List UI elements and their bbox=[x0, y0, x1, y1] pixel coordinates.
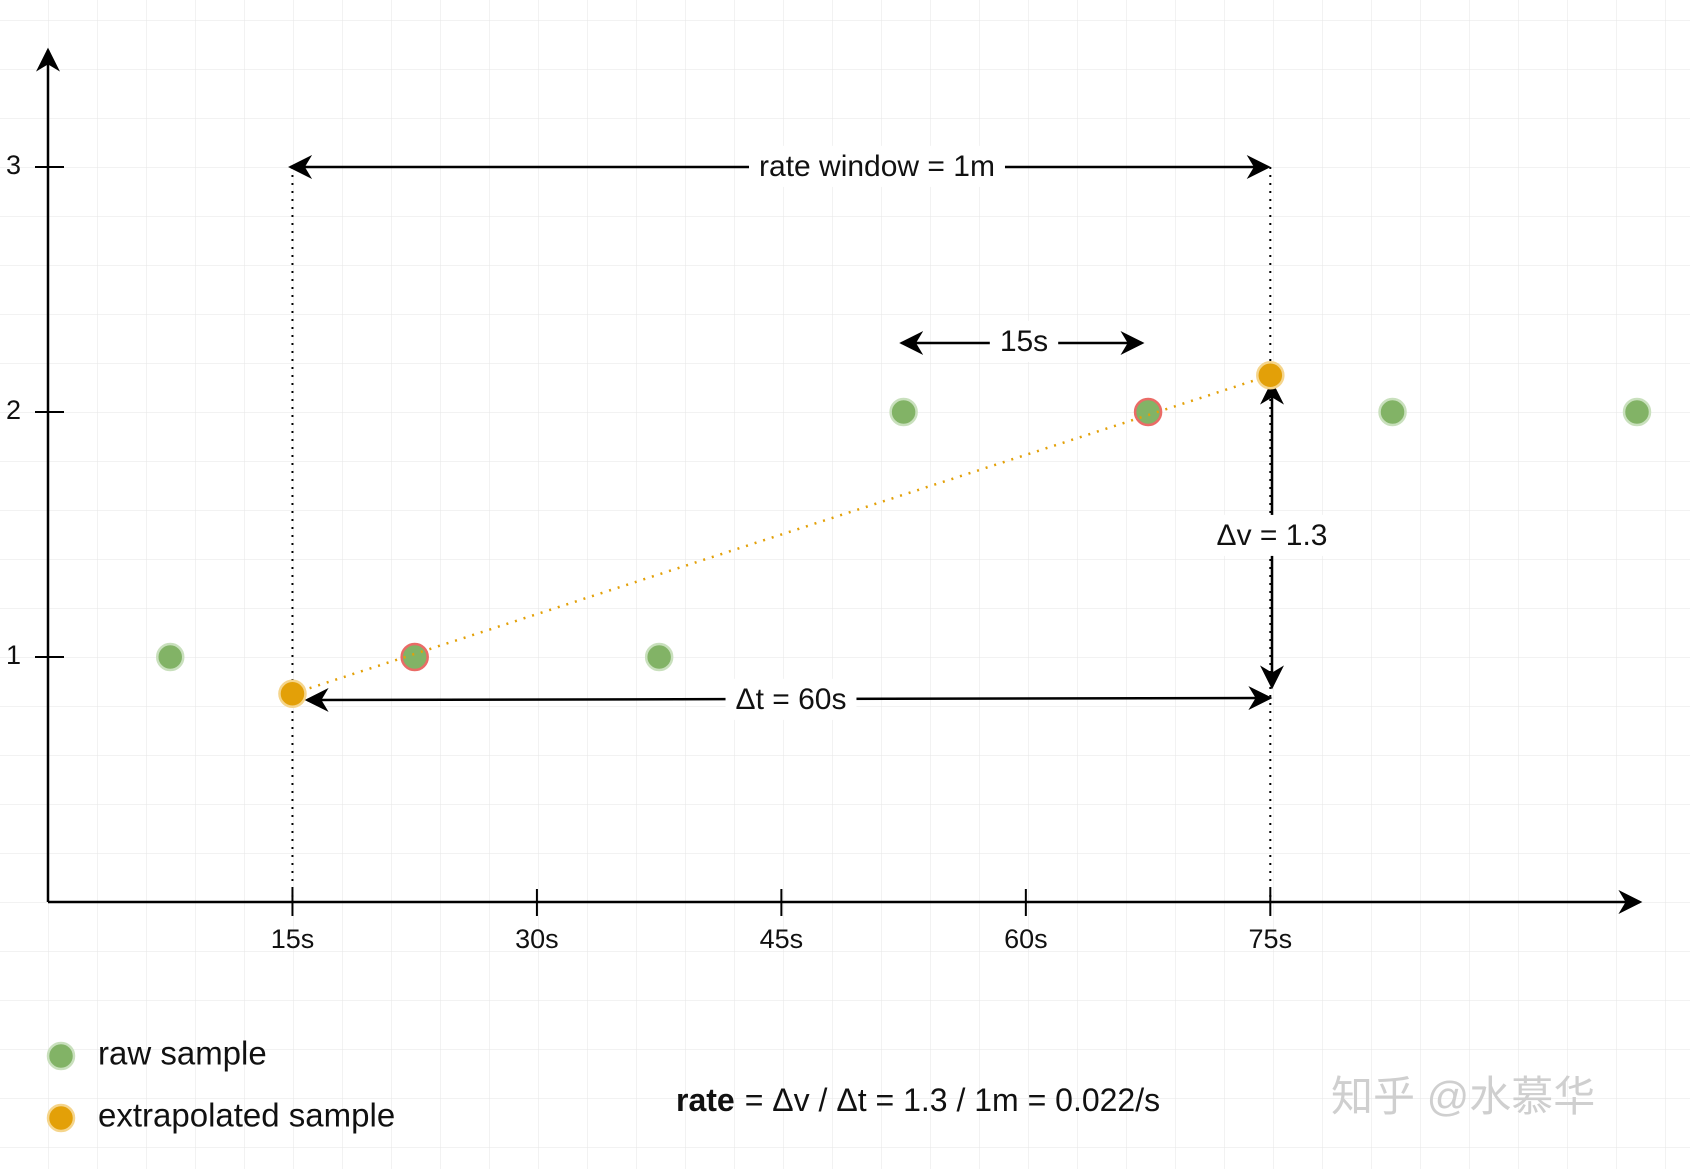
annotation-bg bbox=[725, 678, 857, 720]
data-point bbox=[1378, 397, 1407, 427]
annotation-bg bbox=[749, 145, 1005, 187]
formula: rate = Δv / Δt = 1.3 / 1m = 0.022/s bbox=[676, 1082, 1160, 1118]
y-tick-label: 2 bbox=[6, 395, 21, 425]
formula-rest: = Δv / Δt = 1.3 / 1m = 0.022/s bbox=[745, 1082, 1160, 1118]
annotation: Δv = 1.3 bbox=[1217, 519, 1328, 552]
data-point bbox=[889, 397, 918, 427]
legend-swatch bbox=[46, 1103, 76, 1133]
data-point bbox=[155, 642, 185, 672]
annotation: Δt = 60s bbox=[736, 683, 847, 716]
annotation-bg bbox=[989, 320, 1059, 362]
y-tick-label: 1 bbox=[6, 640, 21, 670]
data-point bbox=[1256, 361, 1285, 390]
legend-label: extrapolated sample bbox=[98, 1097, 395, 1134]
formula-bold: rate bbox=[676, 1082, 735, 1118]
annotation: 15s bbox=[1000, 325, 1048, 358]
legend-swatch bbox=[46, 1041, 76, 1071]
data-point bbox=[1622, 397, 1652, 427]
x-tick-label: 60s bbox=[1004, 924, 1048, 954]
legend-label: raw sample bbox=[98, 1035, 267, 1072]
data-point bbox=[1133, 397, 1163, 427]
series-line bbox=[292, 374, 1271, 695]
data-point bbox=[400, 642, 429, 672]
watermark: 知乎 @水慕华 bbox=[1331, 1073, 1595, 1120]
data-point bbox=[278, 679, 307, 708]
x-tick-label: 30s bbox=[515, 924, 559, 954]
y-tick-label: 3 bbox=[6, 150, 21, 180]
x-tick-label: 45s bbox=[760, 924, 804, 954]
annotation: rate window = 1m bbox=[759, 150, 995, 183]
x-tick-label: 15s bbox=[271, 924, 315, 954]
annotation-bg bbox=[1206, 514, 1338, 556]
data-point bbox=[644, 642, 674, 672]
x-tick-label: 75s bbox=[1249, 924, 1293, 954]
